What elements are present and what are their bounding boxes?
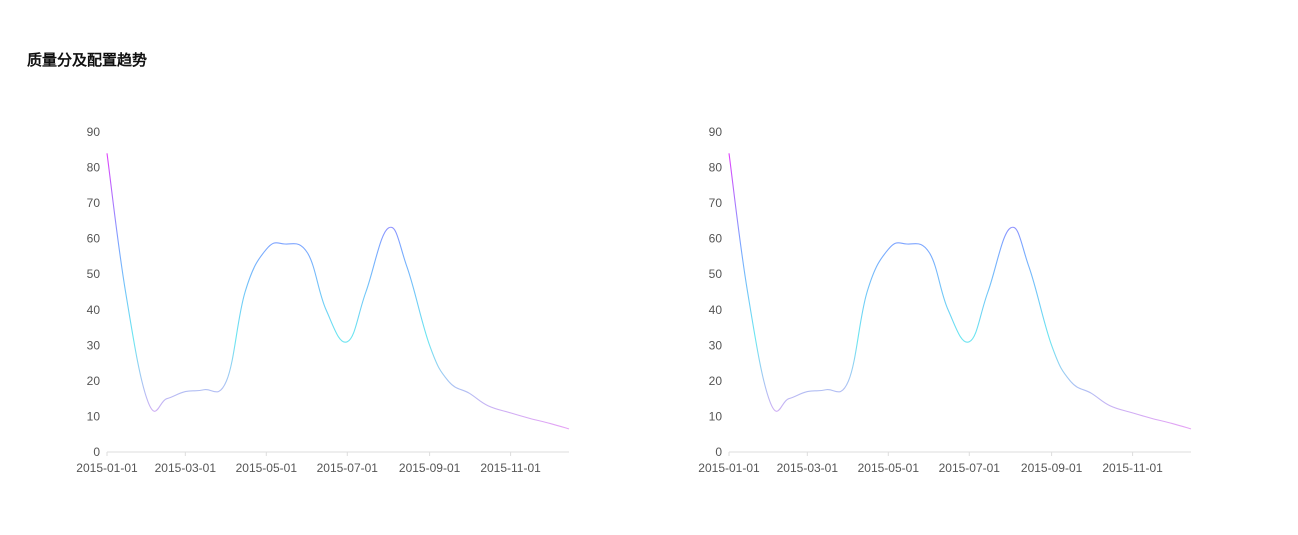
y-tick-label: 20 xyxy=(87,374,101,388)
x-tick-label: 2015-09-01 xyxy=(399,461,461,475)
x-tick-label: 2015-03-01 xyxy=(155,461,217,475)
series-line xyxy=(106,153,570,430)
x-tick-label: 2015-11-01 xyxy=(1102,461,1163,475)
chart-svg: 0 10 20 30 40 50 60 70 80 90 2015-01-01 2015-03-01 2… xyxy=(76,125,570,475)
y-tick-label: 80 xyxy=(709,161,723,175)
x-tick-label: 2015-01-01 xyxy=(76,461,138,475)
y-tick-label: 30 xyxy=(709,338,723,352)
y-tick-label: 50 xyxy=(709,267,723,281)
quality-trend-chart-left: 0 10 20 30 40 50 60 70 80 90 2015-01-01 2015-03-01 2… xyxy=(0,100,600,500)
x-tick-label: 2015-07-01 xyxy=(317,461,379,475)
series-line xyxy=(728,153,1192,430)
y-tick-label: 70 xyxy=(87,196,101,210)
y-tick-label: 80 xyxy=(87,161,101,175)
y-tick-label: 10 xyxy=(87,409,101,423)
x-tick-label: 2015-03-01 xyxy=(777,461,839,475)
y-tick-label: 70 xyxy=(709,196,723,210)
y-tick-label: 30 xyxy=(87,338,101,352)
page-title: 质量分及配置趋势 xyxy=(27,51,148,69)
y-tick-label: 60 xyxy=(709,232,723,246)
x-tick-label: 2015-11-01 xyxy=(480,461,541,475)
y-tick-label: 0 xyxy=(715,445,722,459)
x-tick-label: 2015-09-01 xyxy=(1021,461,1083,475)
x-tick-label: 2015-05-01 xyxy=(236,461,298,475)
y-tick-label: 50 xyxy=(87,267,101,281)
y-tick-label: 10 xyxy=(709,409,723,423)
x-tick-label: 2015-01-01 xyxy=(698,461,760,475)
y-tick-label: 0 xyxy=(93,445,100,459)
y-tick-label: 90 xyxy=(87,125,101,139)
chart-svg: 0 10 20 30 40 50 60 70 80 90 2015-01-01 2015-03-01 2… xyxy=(698,125,1192,475)
y-tick-label: 90 xyxy=(709,125,723,139)
y-tick-label: 20 xyxy=(709,374,723,388)
y-tick-label: 40 xyxy=(709,303,723,317)
x-tick-label: 2015-05-01 xyxy=(858,461,920,475)
x-tick-label: 2015-07-01 xyxy=(939,461,1001,475)
y-tick-label: 40 xyxy=(87,303,101,317)
y-tick-label: 60 xyxy=(87,232,101,246)
quality-trend-chart-right: 0 10 20 30 40 50 60 70 80 90 2015-01-01 2015-03-01 2… xyxy=(622,100,1222,500)
